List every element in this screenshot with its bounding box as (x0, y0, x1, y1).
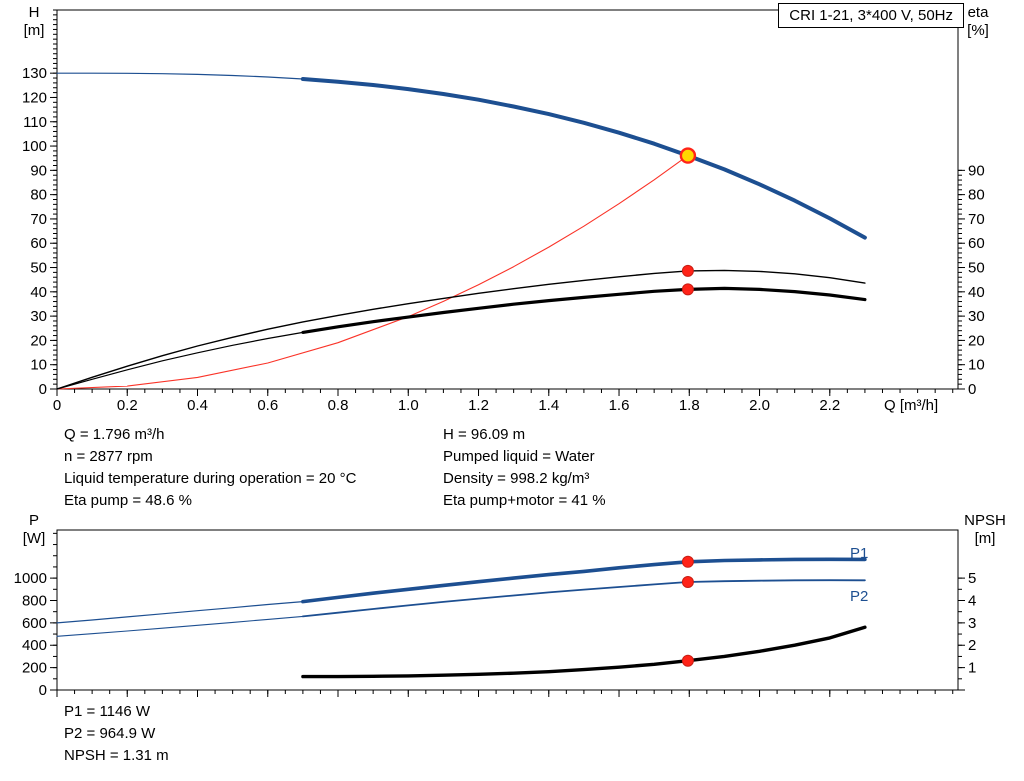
svg-text:1.2: 1.2 (468, 397, 489, 414)
p1-curve-thin (56, 600, 304, 624)
svg-text:40: 40 (968, 284, 985, 301)
svg-text:0.8: 0.8 (328, 397, 349, 414)
y-axis-title-h: H (28, 4, 40, 21)
svg-text:200: 200 (22, 660, 47, 677)
svg-text:90: 90 (968, 162, 985, 179)
eta-pump-motor-point (681, 283, 694, 296)
info-line-eta-pump: Eta pump = 48.6 % (64, 492, 192, 509)
svg-text:20: 20 (30, 332, 47, 349)
p1-point (681, 555, 694, 568)
svg-text:1.6: 1.6 (609, 397, 630, 414)
y-axis-title-p: P (28, 512, 39, 529)
svg-text:0.6: 0.6 (257, 397, 278, 414)
info-line-eta-pump-motor: Eta pump+motor = 41 % (443, 492, 606, 509)
power-npsh-chart: 0 200 400 600 800 1000 1 2 3 4 5 (14, 529, 976, 699)
svg-text:800: 800 (22, 592, 47, 609)
svg-text:1.4: 1.4 (538, 397, 559, 414)
duty-point-marker (679, 147, 697, 164)
svg-text:70: 70 (30, 211, 47, 228)
p2-curve (301, 579, 866, 618)
info-line-p1: P1 = 1146 W (64, 703, 151, 720)
info-line-temp: Liquid temperature during operation = 20… (64, 470, 357, 487)
svg-text:1: 1 (968, 660, 976, 677)
head-curve-thin (56, 72, 304, 80)
eta-pump-motor-curve (301, 286, 867, 334)
svg-text:120: 120 (22, 89, 47, 106)
p2-curve-thin (56, 615, 304, 637)
svg-text:0: 0 (53, 397, 61, 414)
svg-text:0.4: 0.4 (187, 397, 208, 414)
svg-text:80: 80 (30, 187, 47, 204)
head-curve (300, 77, 867, 240)
eta-pump-curve (56, 269, 866, 390)
duty-info-right-column: H = 96.09 m Pumped liquid = Water Densit… (443, 424, 606, 512)
p2-point (681, 576, 694, 588)
svg-text:10: 10 (30, 357, 47, 374)
plot-border (56, 9, 959, 390)
p1-curve-label: P1 (850, 545, 869, 562)
info-line-liquid: Pumped liquid = Water (443, 448, 595, 465)
y-axis-title-npsh-unit: [m] (974, 530, 996, 547)
svg-text:1.0: 1.0 (398, 397, 419, 414)
info-line-h: H = 96.09 m (443, 426, 526, 443)
svg-text:4: 4 (968, 592, 976, 609)
info-line-npsh: NPSH = 1.31 m (64, 747, 169, 764)
svg-text:5: 5 (968, 570, 976, 587)
duty-info-left-column: Q = 1.796 m³/h n = 2877 rpm Liquid tempe… (64, 424, 356, 512)
info-line-p2: P2 = 964.9 W (64, 725, 156, 742)
svg-text:110: 110 (23, 114, 47, 131)
svg-text:80: 80 (968, 187, 985, 204)
power-info-column: P1 = 1146 W P2 = 964.9 W NPSH = 1.31 m (64, 701, 169, 767)
hq-eta-chart: 0 0.2 0.4 0.6 0.8 1.0 1.2 1.4 1.6 1.8 2.0 2.2 0 10 20 3… (22, 9, 985, 414)
y-axis-title-npsh: NPSH (964, 512, 1006, 529)
svg-text:10: 10 (968, 357, 985, 374)
info-line-density: Density = 998.2 kg/m³ (443, 470, 590, 487)
p2-curve-label: P2 (850, 588, 869, 605)
eta-pump-point (681, 264, 694, 277)
svg-text:100: 100 (22, 138, 47, 155)
pump-type-legend: CRI 1-21, 3*400 V, 50Hz (778, 3, 964, 28)
y-axis-title-h-unit: [m] (23, 22, 45, 39)
y-axis-title-eta: eta (967, 4, 989, 21)
info-line-q: Q = 1.796 m³/h (64, 426, 165, 443)
svg-text:0: 0 (968, 381, 976, 398)
plot-border (56, 529, 959, 691)
info-line-n: n = 2877 rpm (64, 448, 153, 465)
svg-text:40: 40 (30, 284, 47, 301)
svg-text:60: 60 (30, 235, 47, 252)
svg-text:0: 0 (39, 682, 47, 699)
svg-text:50: 50 (968, 260, 985, 277)
svg-text:30: 30 (30, 308, 47, 325)
system-curve (56, 155, 689, 390)
p1-curve (301, 557, 867, 604)
svg-text:70: 70 (968, 211, 985, 228)
npsh-curve (301, 625, 867, 679)
x-axis-title-q: Q [m³/h] (884, 397, 939, 414)
y-axis-title-eta-unit: [%] (967, 22, 989, 39)
svg-text:2: 2 (968, 637, 976, 654)
svg-text:30: 30 (968, 308, 985, 325)
svg-text:130: 130 (22, 65, 47, 82)
svg-text:1.8: 1.8 (679, 397, 700, 414)
svg-text:1000: 1000 (14, 570, 47, 587)
svg-text:600: 600 (22, 615, 47, 632)
svg-text:60: 60 (968, 235, 985, 252)
npsh-point (681, 654, 694, 667)
svg-text:2.2: 2.2 (819, 397, 840, 414)
svg-text:400: 400 (22, 637, 47, 654)
svg-text:20: 20 (968, 332, 985, 349)
eta-pump-motor-curve-thin (56, 331, 304, 390)
svg-text:50: 50 (30, 260, 47, 277)
svg-text:0.2: 0.2 (117, 397, 138, 414)
svg-text:0: 0 (39, 381, 47, 398)
y-axis-title-p-unit: [W] (22, 530, 46, 547)
svg-text:2.0: 2.0 (749, 397, 770, 414)
svg-text:3: 3 (968, 615, 976, 632)
svg-text:90: 90 (30, 162, 47, 179)
